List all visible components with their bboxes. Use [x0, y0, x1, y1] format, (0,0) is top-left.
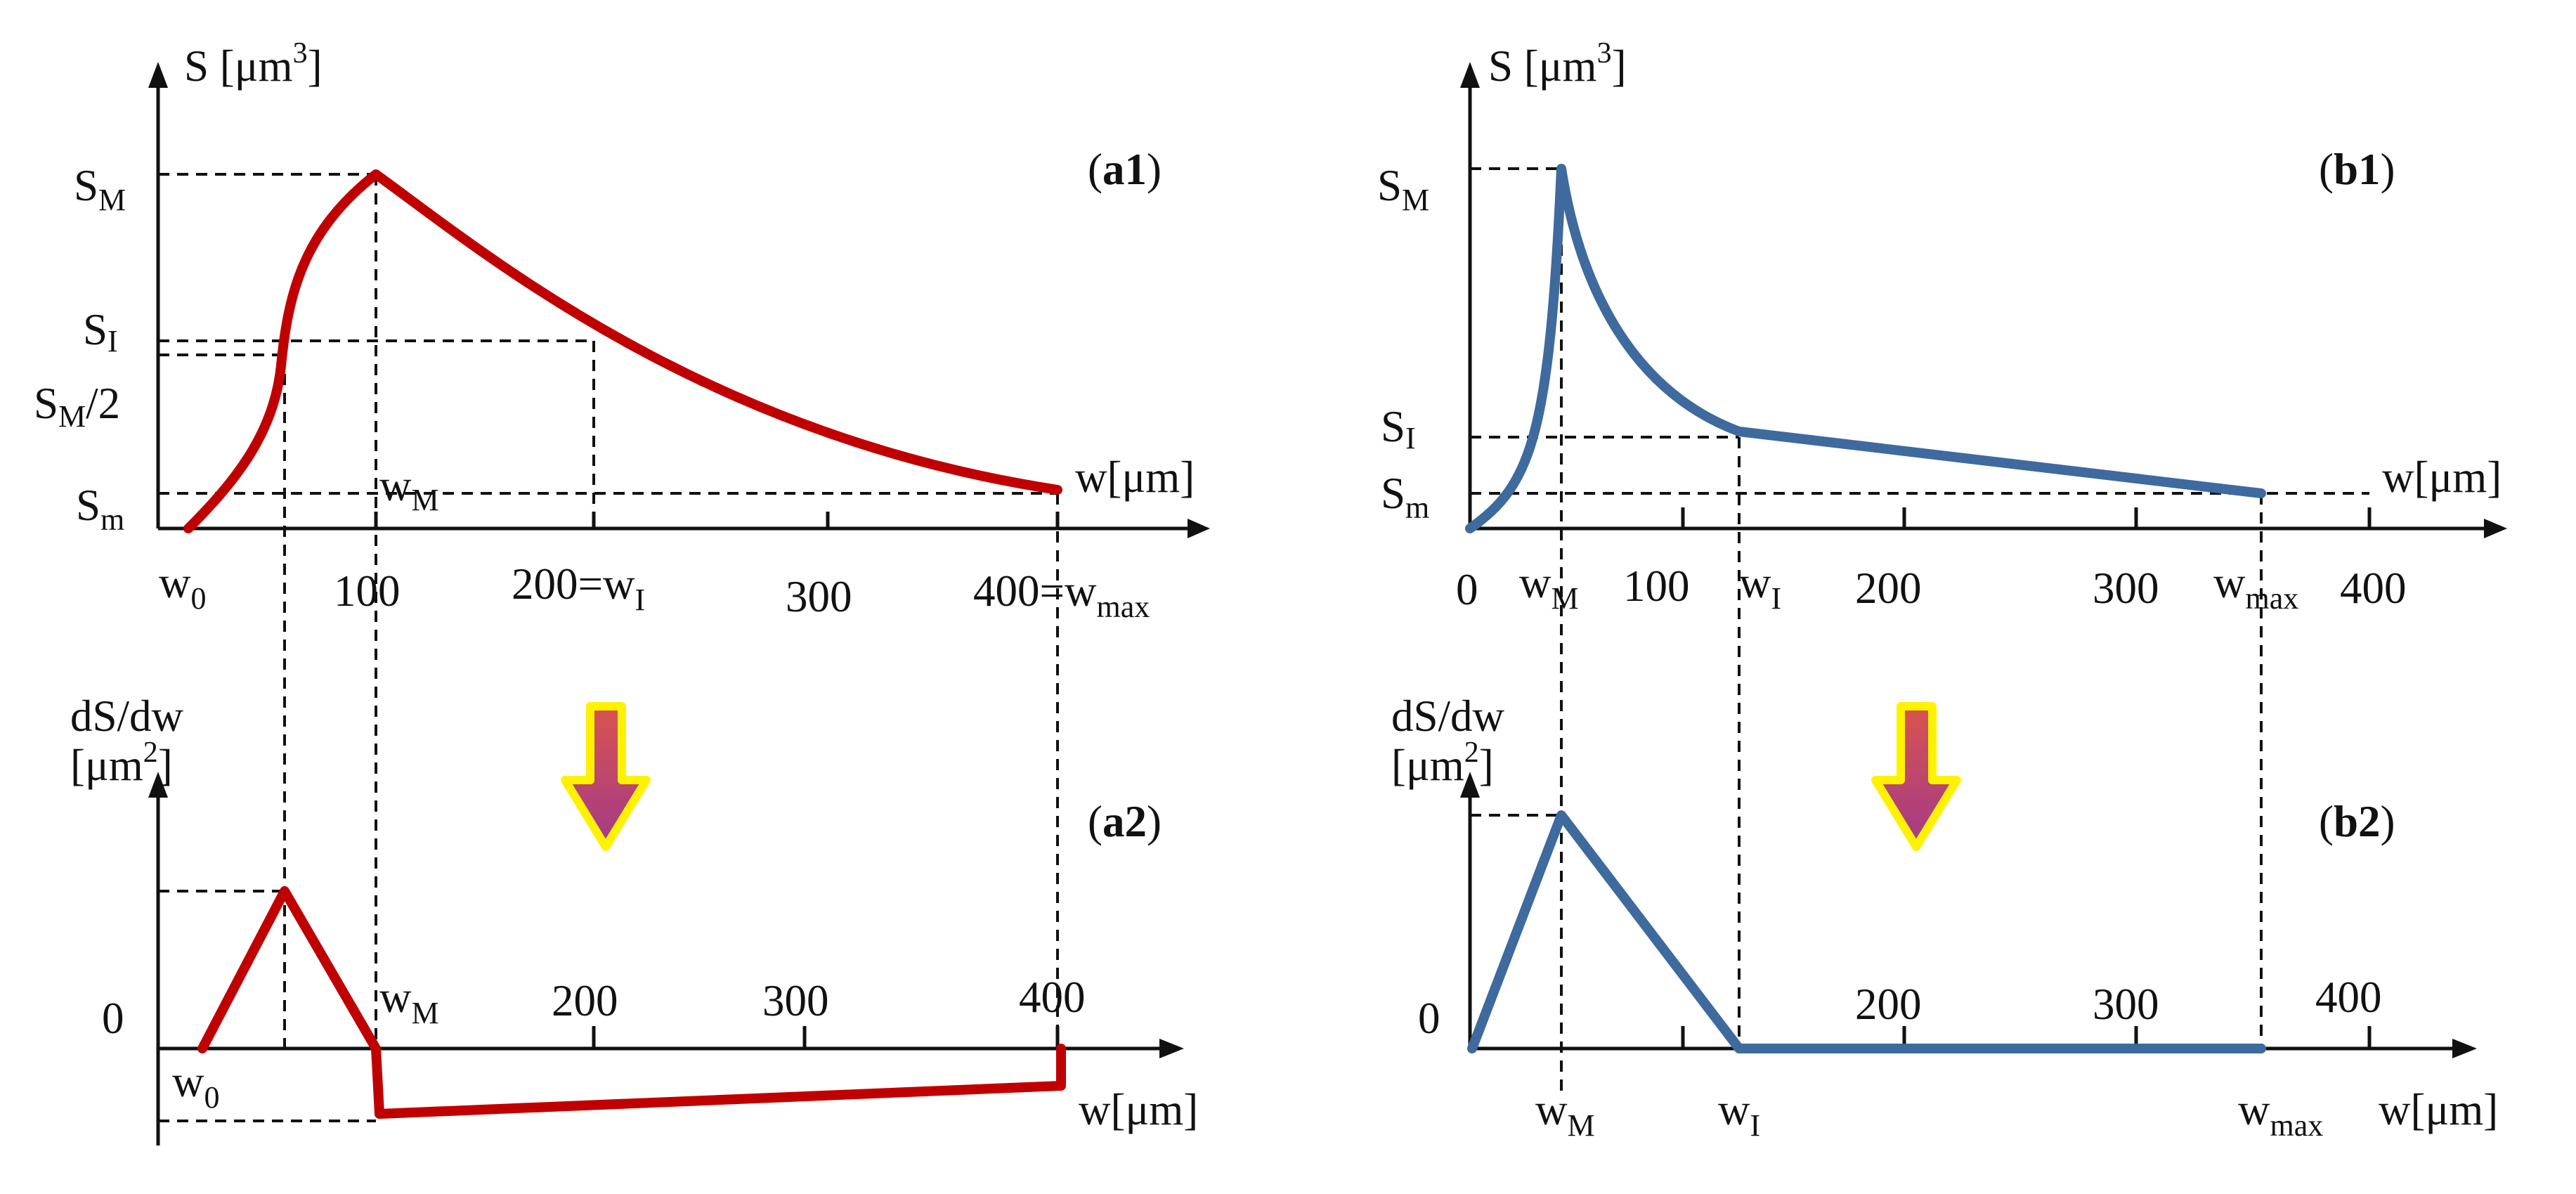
a1-label-SM-half: SM/2 [34, 379, 120, 434]
b1-label-100: 100 [1623, 562, 1690, 611]
panel-a1: S [μm3] (a1) SM SI SM/2 Sm w[μm] w0 wM 1… [34, 37, 1210, 1121]
a2-label-300: 300 [762, 976, 829, 1025]
b2-y-axis-arrowhead [1460, 772, 1480, 798]
b1-y-axis-label: S [μm3] [1488, 37, 1627, 91]
b1-y-axis-arrowhead [1460, 62, 1480, 88]
panel-b2: dS/dw [μm2] (b2) 0 200 300 400 wM wI wma… [1391, 692, 2498, 1143]
b2-label-zero: 0 [1418, 994, 1440, 1043]
a2-x-axis-arrowhead [1159, 1039, 1184, 1058]
panel-a2: dS/dw [μm2] (a2) 0 w[μm] w0 wM 200 300 4… [70, 692, 1198, 1146]
a2-label-w0: w0 [172, 1057, 220, 1115]
a1-label-wM: wM [379, 461, 439, 517]
a1-curve-S [183, 169, 1062, 533]
a2-y-axis-label-line2: [μm2] [70, 736, 173, 790]
b2-label-400: 400 [2315, 973, 2382, 1022]
b1-x-axis-arrowhead [2484, 519, 2507, 538]
a1-y-axis-label: S [μm3] [184, 37, 323, 91]
b1-label-wM: wM [1519, 558, 1579, 616]
a1-label-SM: SM [74, 161, 126, 217]
down-arrow-b-icon [1871, 702, 1961, 851]
b2-y-axis-label-line2: [μm2] [1391, 736, 1494, 790]
a2-y-axis-label-line1: dS/dw [70, 692, 184, 741]
b1-label-200: 200 [1855, 564, 1922, 613]
a2-x-axis-label: w[μm] [1079, 1085, 1198, 1134]
b2-label-wM: wM [1535, 1085, 1595, 1143]
panel-b1: S [μm3] (b1) SM SI Sm w[μm] 0 wM 100 wI … [1377, 37, 2507, 1096]
b1-label-SI: SI [1381, 402, 1416, 455]
b2-label-200: 200 [1855, 980, 1922, 1029]
a1-panel-title: (a1) [1088, 145, 1162, 194]
a2-y-axis-arrowhead [148, 772, 168, 798]
a1-label-Sm: Sm [76, 481, 124, 537]
a2-label-zero: 0 [102, 994, 124, 1043]
b2-curve-dSdw [1467, 810, 2266, 1053]
b1-panel-title: (b1) [2319, 145, 2395, 194]
b1-label-wI: wI [1739, 558, 1781, 616]
a1-label-400-wmax: 400=wmax [973, 566, 1150, 624]
b2-panel-title: (b2) [2319, 797, 2395, 846]
b2-label-300: 300 [2093, 980, 2159, 1029]
a1-y-axis-arrowhead [148, 62, 168, 88]
a1-x-axis-label: w[μm] [1075, 453, 1195, 502]
b1-label-0: 0 [1456, 565, 1478, 614]
b2-x-axis-arrowhead [2452, 1039, 2477, 1058]
a2-label-400: 400 [1019, 973, 1086, 1022]
a1-label-SI: SI [83, 305, 118, 358]
b1-curve-S [1465, 164, 2266, 533]
b1-label-SM: SM [1377, 161, 1429, 217]
b1-label-Sm: Sm [1381, 469, 1429, 525]
b1-label-400: 400 [2340, 564, 2407, 613]
a1-label-w0: w0 [159, 558, 207, 616]
b1-x-axis-label: w[μm] [2382, 453, 2502, 502]
a1-label-200-wI: 200=wI [512, 559, 645, 617]
b1-label-wmax: wmax [2213, 558, 2298, 616]
a2-label-wM: wM [379, 973, 439, 1030]
b2-label-wmax: wmax [2238, 1085, 2323, 1143]
a1-label-100: 100 [334, 566, 401, 616]
b1-label-300: 300 [2093, 564, 2159, 613]
a2-label-200: 200 [552, 976, 618, 1025]
down-arrow-a-icon [561, 702, 651, 851]
a1-label-300: 300 [786, 572, 852, 621]
b2-y-axis-label-line1: dS/dw [1391, 692, 1505, 741]
b2-x-axis-label: w[μm] [2379, 1085, 2498, 1134]
a1-x-axis-arrowhead [1188, 519, 1210, 538]
a2-panel-title: (a2) [1088, 797, 1162, 846]
b2-label-wI: wI [1718, 1085, 1760, 1143]
a2-curve-dSdw [197, 886, 1066, 1119]
